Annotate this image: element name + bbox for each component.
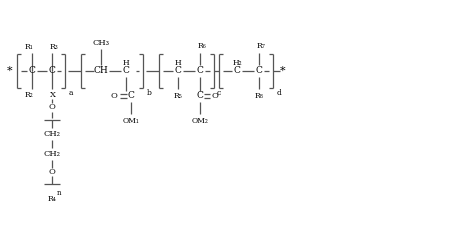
Text: O: O [48, 103, 55, 111]
Text: a: a [69, 89, 73, 97]
Text: R₄: R₄ [47, 195, 56, 203]
Text: OM₂: OM₂ [191, 117, 209, 125]
Text: C: C [174, 67, 182, 76]
Text: R₇: R₇ [256, 42, 265, 50]
Text: C: C [234, 67, 240, 76]
Text: R₅: R₅ [173, 92, 182, 100]
Text: c: c [217, 89, 221, 97]
Text: C: C [123, 67, 129, 76]
Text: C: C [28, 67, 36, 76]
Text: H₂: H₂ [232, 59, 242, 67]
Text: C: C [197, 67, 203, 76]
Text: CH₃: CH₃ [92, 39, 109, 47]
Text: O: O [48, 168, 55, 176]
Text: CH: CH [94, 67, 109, 76]
Text: CH₂: CH₂ [44, 150, 61, 158]
Text: C: C [128, 92, 135, 101]
Text: b: b [147, 89, 152, 97]
Text: CH₂: CH₂ [44, 130, 61, 138]
Text: O: O [211, 92, 219, 100]
Text: n: n [57, 189, 62, 197]
Text: O: O [110, 92, 118, 100]
Text: *: * [280, 66, 286, 76]
Text: C: C [255, 67, 263, 76]
Text: C: C [197, 92, 203, 101]
Text: OM₁: OM₁ [123, 117, 139, 125]
Text: C: C [48, 67, 55, 76]
Text: R₁: R₁ [25, 43, 33, 51]
Text: X: X [50, 91, 56, 99]
Text: R₆: R₆ [198, 42, 206, 50]
Text: R₈: R₈ [255, 92, 264, 100]
Text: d: d [277, 89, 282, 97]
Text: H: H [175, 59, 182, 67]
Text: R₂: R₂ [25, 91, 33, 99]
Text: H: H [123, 59, 129, 67]
Text: R₃: R₃ [50, 43, 58, 51]
Text: *: * [7, 66, 13, 76]
